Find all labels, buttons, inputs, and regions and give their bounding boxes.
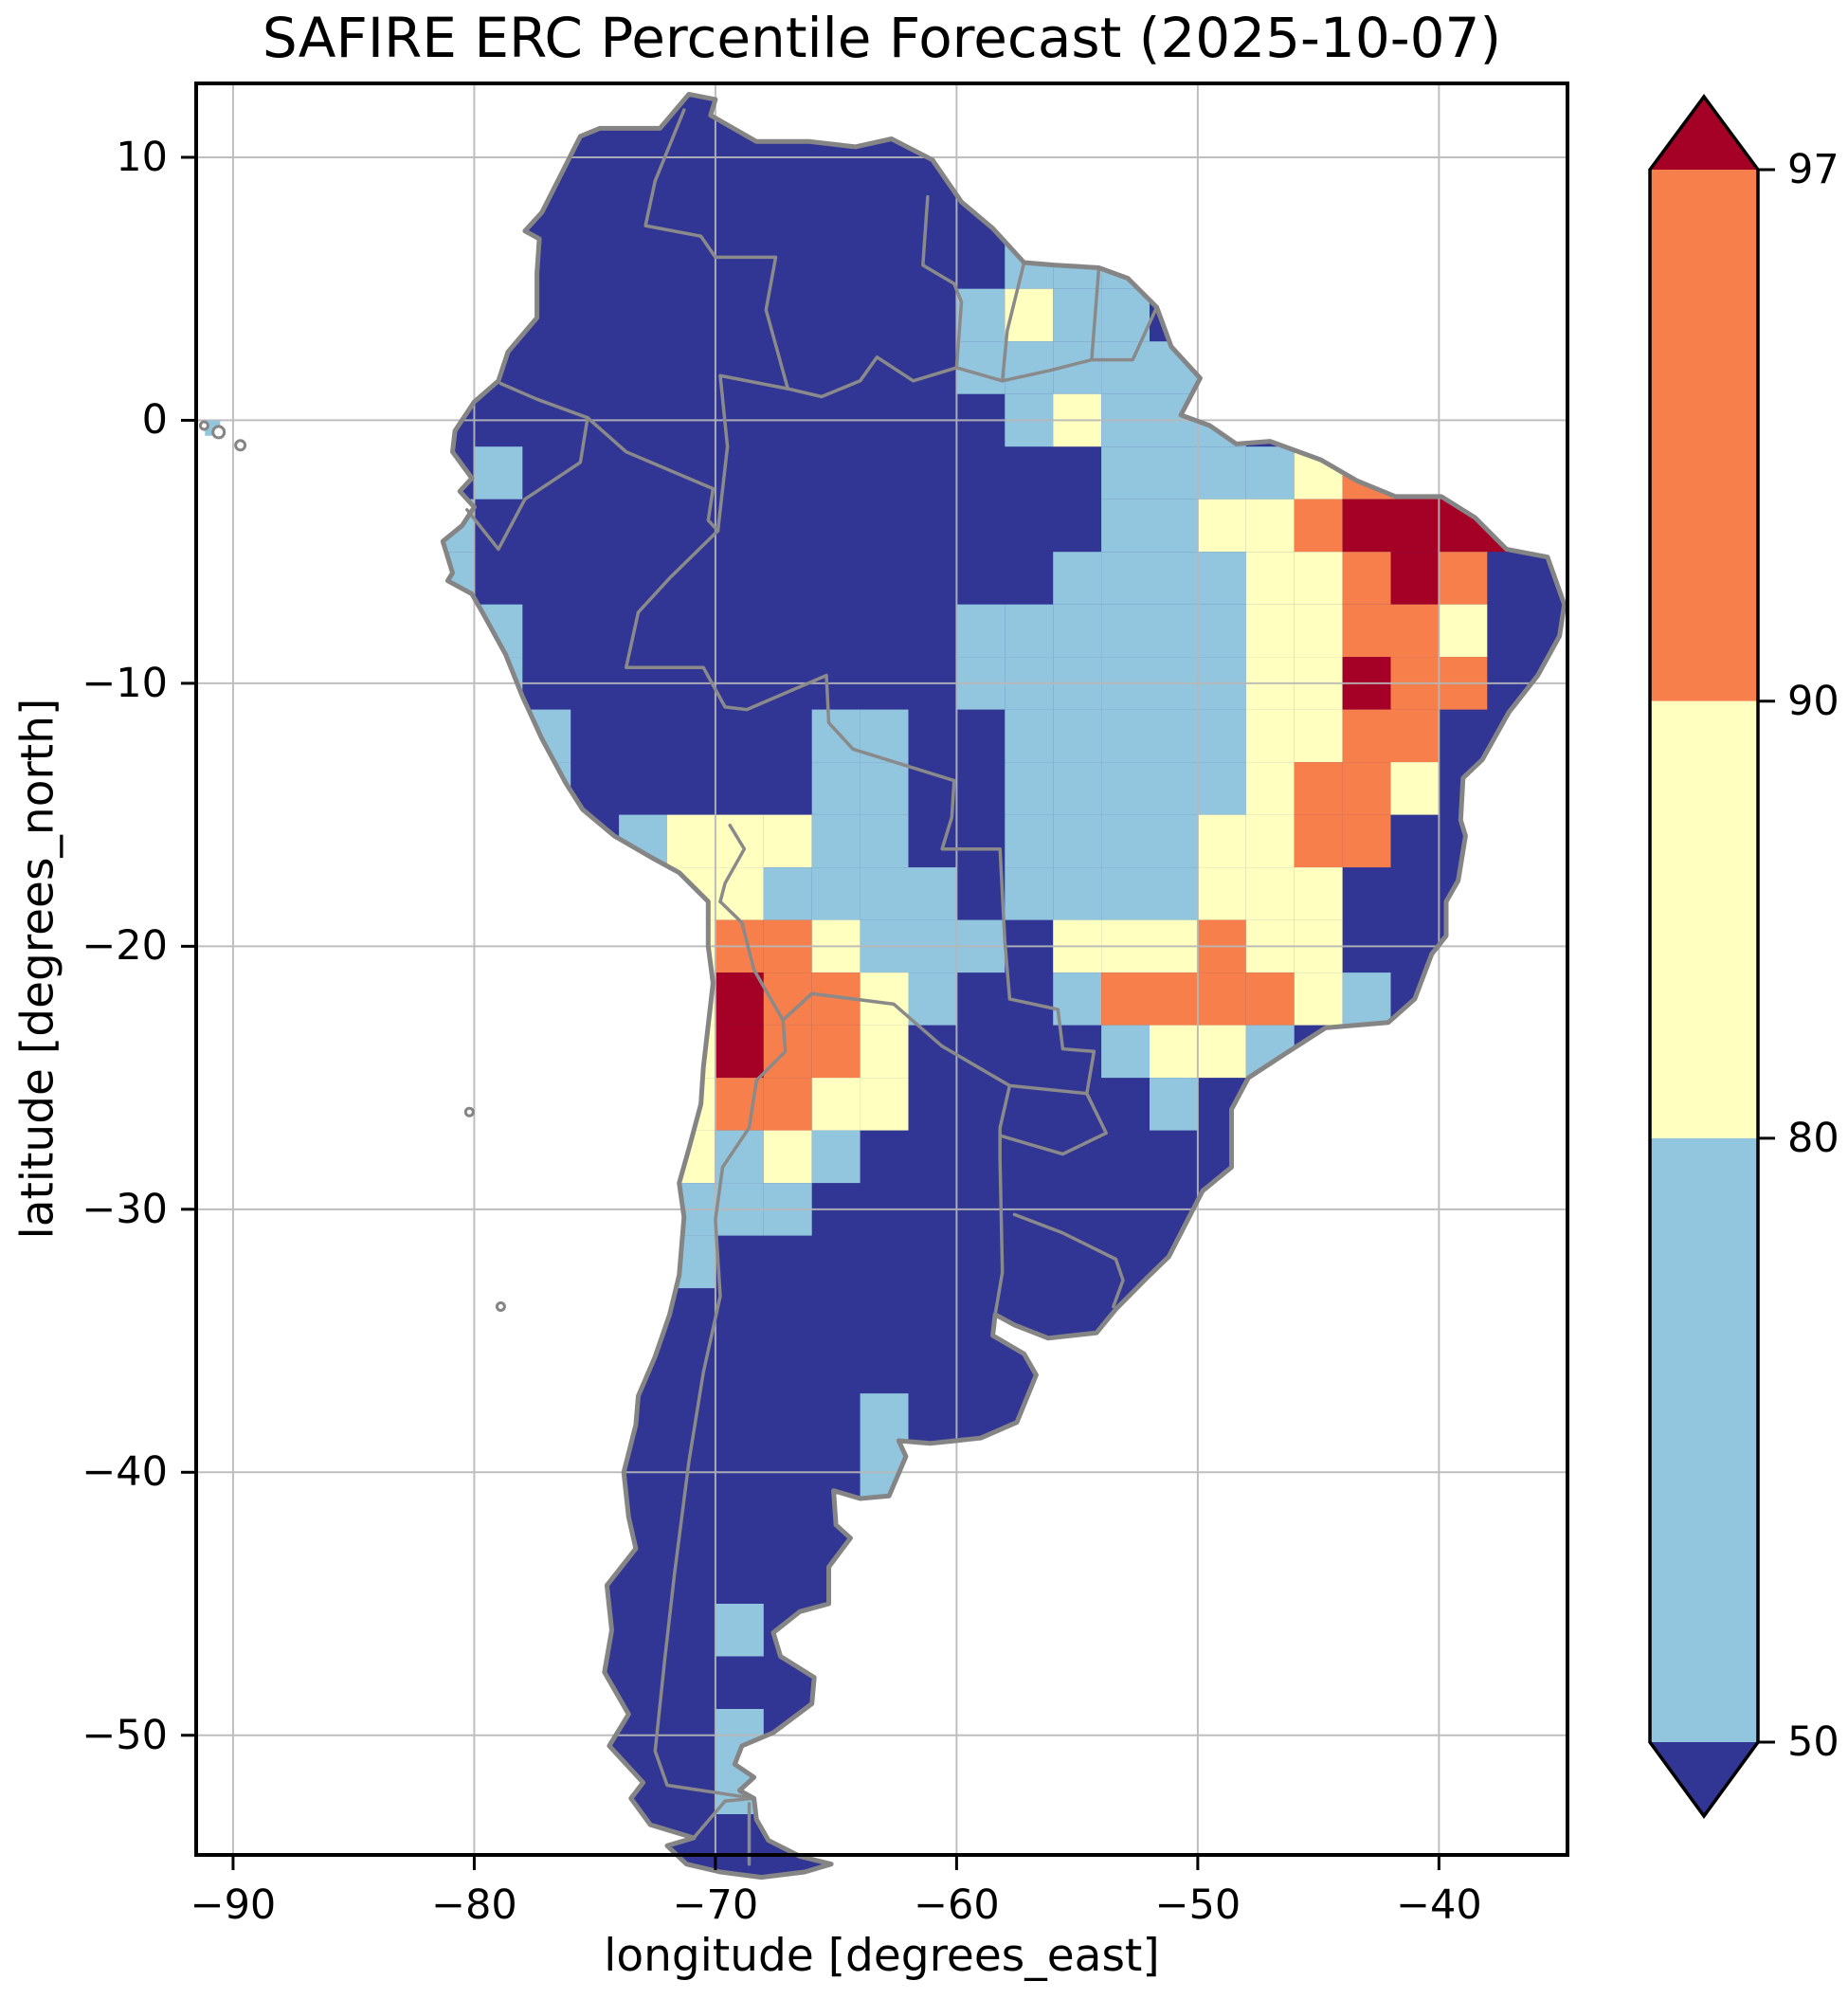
y-tick-label: 10 (116, 133, 168, 181)
axis-ticks (181, 155, 1440, 1870)
colorbar (1648, 94, 1775, 1819)
x-tick-label: −70 (672, 1881, 759, 1929)
coastline (440, 91, 1567, 1881)
y-tick-label: −20 (82, 922, 168, 971)
plot-frame (194, 82, 1569, 1857)
x-tick-label: −60 (914, 1881, 1000, 1929)
colorbar-tick-label: 80 (1787, 1114, 1839, 1162)
colorbar-tick-label: 50 (1787, 1718, 1839, 1766)
y-tick-label: −50 (82, 1711, 168, 1759)
colorbar-tick-label: 90 (1787, 677, 1839, 725)
colorbar-tick-label: 97 (1787, 146, 1839, 193)
y-tick-label: −30 (82, 1185, 168, 1233)
country-borders (465, 108, 1159, 1866)
x-tick-label: −40 (1395, 1881, 1482, 1929)
gridlines (196, 83, 1567, 1855)
page-title: SAFIRE ERC Percentile Forecast (2025-10-… (262, 6, 1502, 70)
x-tick-label: −50 (1154, 1881, 1241, 1929)
x-tick-label: −80 (431, 1881, 517, 1929)
x-tick-label: −90 (190, 1881, 277, 1929)
y-tick-label: 0 (141, 396, 168, 445)
x-axis-label: longitude [degrees_east] (604, 1930, 1160, 1982)
colorbar-over-arrow (1650, 97, 1758, 170)
islands (198, 420, 506, 1312)
y-tick-label: −40 (82, 1448, 168, 1497)
y-tick-label: −10 (82, 659, 168, 707)
colorbar-under-arrow (1650, 1742, 1758, 1816)
